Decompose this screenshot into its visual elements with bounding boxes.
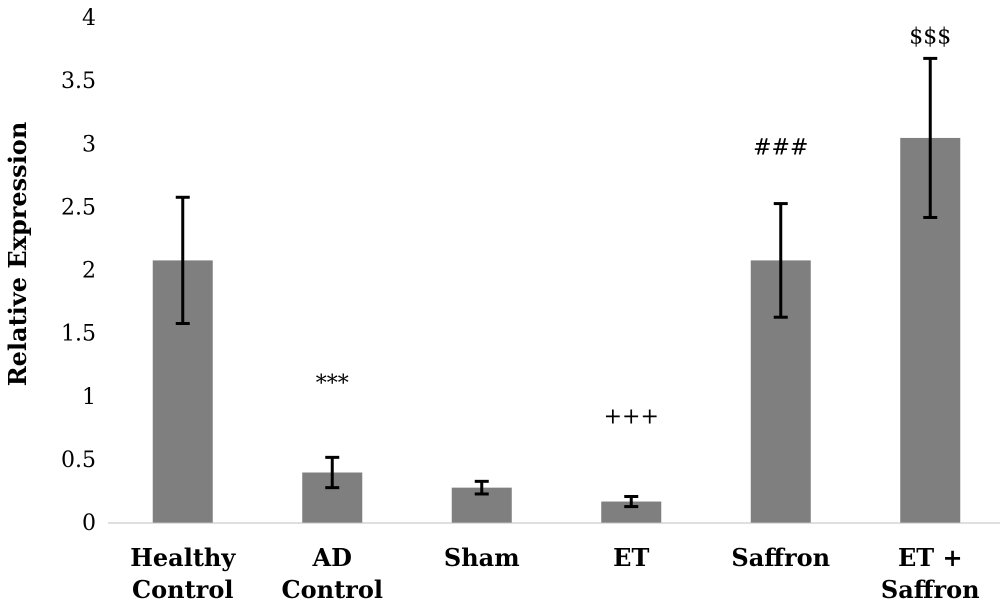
y-tick-label: 4 [82, 6, 96, 31]
bars [152, 137, 961, 523]
x-category-label: Saffron [731, 543, 830, 572]
y-tick-label: 0.5 [61, 448, 96, 473]
y-tick-label: 2.5 [61, 195, 96, 220]
significance-annotation: $$$ [909, 24, 951, 49]
x-category-label: ET [613, 543, 649, 572]
y-tick-label: 1.5 [61, 322, 96, 347]
x-axis-categories: Healthy Control AD Control Sham ET Saffron ET +… [130, 543, 979, 604]
error-bar [175, 195, 190, 326]
x-category-label: AD Control [282, 543, 383, 604]
x-category-label: ET + Saffron [881, 543, 980, 604]
error-bar [923, 56, 938, 219]
error-bar [624, 494, 639, 509]
y-tick-label: 2 [82, 259, 96, 284]
x-category-label: Sham [444, 543, 520, 572]
significance-annotation: ### [753, 135, 808, 160]
y-tick-label: 1 [82, 385, 96, 410]
error-bar [325, 455, 340, 490]
y-tick-label: 0 [82, 511, 96, 536]
y-tick-label: 3 [82, 132, 96, 157]
significance-annotation: +++ [604, 404, 659, 429]
y-tick-label: 3.5 [61, 69, 96, 94]
bar [601, 501, 662, 523]
y-axis: 0 0.5 1 1.5 2 2.5 3 3.5 4 [61, 6, 96, 536]
x-category-label: Healthy Control [130, 543, 236, 604]
significance-annotation: *** [316, 371, 349, 396]
error-bar [474, 479, 489, 496]
error-bar [773, 202, 788, 319]
significance-annotations: *** +++ ### $$$ [316, 24, 952, 429]
error-bars [175, 56, 938, 509]
y-axis-label: Relative Expression [3, 122, 32, 387]
